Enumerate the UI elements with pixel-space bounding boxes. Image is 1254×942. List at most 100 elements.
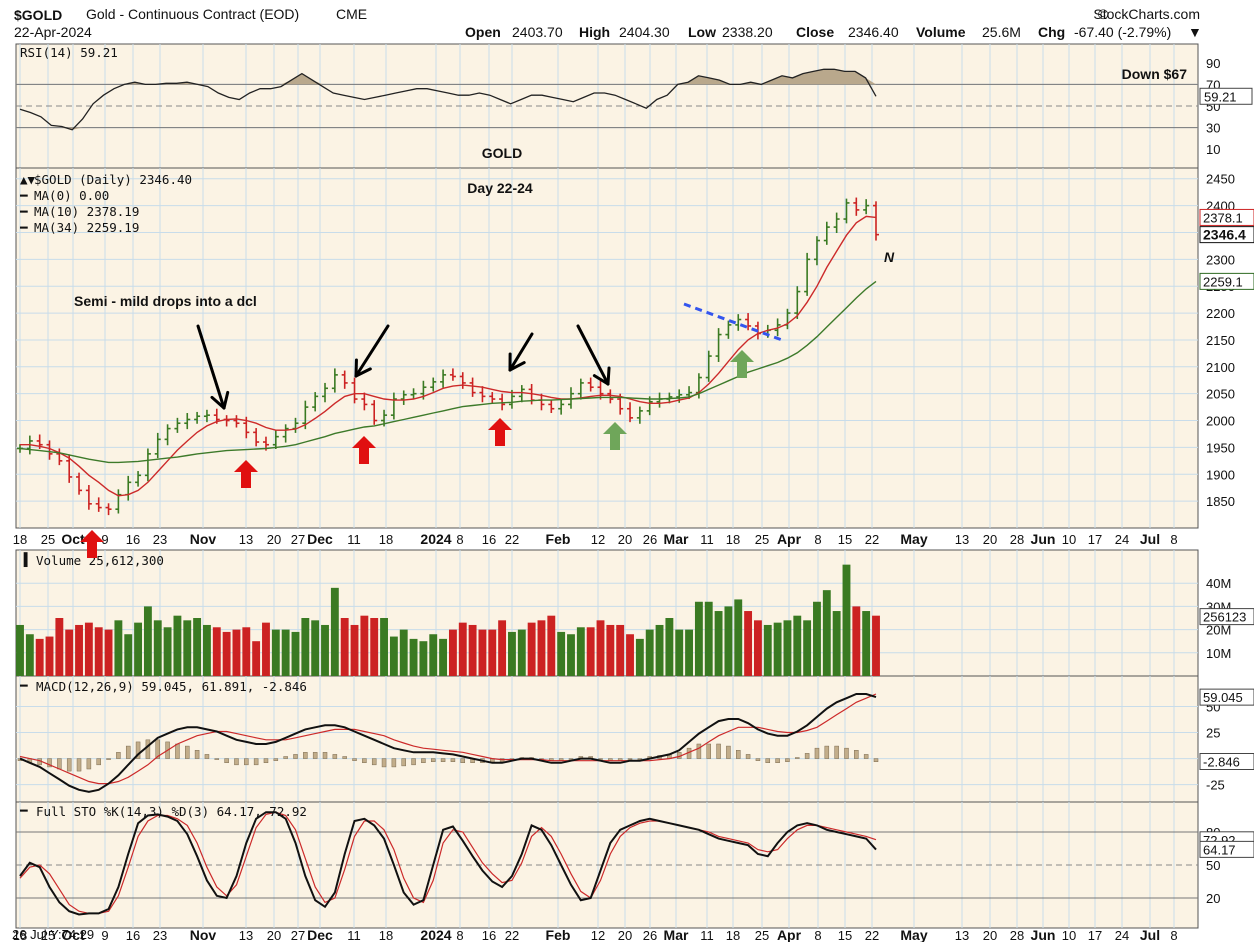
macd-panel [15, 675, 1199, 803]
x-tick-label: 8 [814, 928, 821, 942]
volume-bar [478, 629, 487, 676]
volume-bar [143, 606, 152, 676]
volume-bar [448, 629, 457, 676]
macd-histogram-bar [568, 758, 574, 760]
x-tick-label: Apr [777, 531, 802, 547]
macd-histogram-bar [716, 743, 721, 759]
annotation-arrow-nov-head [210, 395, 226, 410]
x-tick-label: 24 [1115, 532, 1129, 547]
x-tick-label: Oct [61, 531, 85, 547]
volume-bar [527, 622, 536, 676]
macd-histogram-bar [627, 758, 633, 760]
sto-title: Full STO %K(14,3) %D(3) 64.17, 72.92 [36, 804, 307, 819]
ma34-legend-swatch: ━ [19, 220, 28, 235]
instrument-name: Gold - Continuous Contract (EOD) [86, 6, 299, 22]
exchange: CME [336, 6, 367, 22]
volume-bar [291, 631, 300, 676]
macd-histogram-bar [726, 745, 731, 759]
volume-bar [822, 590, 831, 676]
annotation-up-arrow-red [352, 436, 376, 464]
macd-histogram-bar [804, 753, 810, 759]
price-current-box [1199, 226, 1254, 244]
macd-histogram-bar [765, 758, 771, 763]
volume-bar [340, 618, 349, 676]
macd-histogram-bar [106, 758, 111, 760]
annotation-up-arrow-red [488, 418, 512, 446]
x-tick-label: 25 [41, 532, 55, 547]
volume-bar [281, 629, 290, 676]
volume-bar [773, 622, 782, 676]
price-y-tick: 2000 [1206, 414, 1235, 429]
sto-k-current-box [1199, 840, 1254, 858]
volume-bar [104, 629, 113, 676]
macd-histogram-bar [352, 758, 357, 761]
macd-histogram-bar [814, 747, 820, 759]
volume-bar [753, 620, 762, 676]
price-current-label: 2346.4 [1203, 227, 1246, 243]
x-tick-label: 13 [955, 532, 969, 547]
volume-bar [311, 620, 320, 676]
macd-histogram-bar [637, 758, 643, 760]
volume-bar [655, 624, 664, 676]
x-tick-label: 20 [267, 928, 281, 942]
ma10-legend-swatch: ━ [19, 204, 28, 219]
rsi-overbought-fill [20, 69, 876, 85]
volume-bar [763, 624, 772, 676]
macd-histogram-bar [224, 758, 229, 763]
macd-histogram-bar [391, 758, 397, 768]
annotation-arrow-dec [354, 324, 390, 378]
volume-current-box [1199, 608, 1254, 626]
macd-histogram-bar [293, 754, 298, 759]
price-panel [15, 167, 1199, 529]
x-tick-label: 10 [1062, 928, 1076, 942]
annotation-scribble: N [884, 249, 895, 265]
volume-bar [429, 634, 438, 676]
price-y-tick: 2200 [1206, 306, 1235, 321]
annotation-arrow-nov-head [222, 390, 230, 410]
macd-histogram-bar [775, 758, 780, 763]
annotation-gold-title: GOLD [482, 145, 522, 161]
x-tick-label: Nov [190, 531, 217, 547]
annotation-day-range: Day 22-24 [467, 180, 533, 196]
volume-bar [803, 620, 812, 676]
macd-histogram-bar [381, 758, 387, 768]
annotation-arrow-nov [196, 324, 226, 410]
volume-bar [862, 611, 871, 676]
x-tick-label: 23 [153, 928, 167, 942]
annotation-up-arrow-green [603, 422, 627, 450]
annotation-arrow-jan-head [508, 361, 526, 372]
volume-bar [704, 601, 713, 676]
macd-histogram-bar [96, 758, 101, 766]
macd-histogram-bar [598, 758, 603, 760]
chg-label: Chg [1038, 24, 1065, 40]
sto-legend-swatch: ━ [19, 803, 28, 818]
macd-histogram-bar [303, 752, 308, 759]
volume-bar [94, 627, 103, 676]
macd-histogram-bar [273, 758, 279, 761]
sto-k-current-label: 64.17 [1203, 842, 1236, 857]
volume-bar [439, 638, 448, 676]
volume-bar [252, 641, 261, 676]
macd-histogram-bar [76, 758, 82, 772]
macd-histogram-bar [745, 754, 751, 759]
bottom-note: 26 Jul Y:74.29 [12, 927, 94, 942]
ma34-label: MA(34) 2259.19 [34, 220, 139, 235]
x-tick-label: 15 [838, 928, 852, 942]
x-tick-label: 22 [865, 928, 879, 942]
x-tick-label: 16 [126, 928, 140, 942]
x-tick-label: 25 [755, 928, 769, 942]
x-tick-label: 18 [726, 928, 740, 942]
volume-bar [872, 615, 880, 676]
macd-histogram-bar [401, 758, 406, 767]
macd-histogram-bar [834, 745, 839, 759]
volume-bar [124, 634, 133, 676]
macd-histogram-bar [332, 754, 338, 759]
macd-histogram-bar [283, 756, 288, 759]
volume-bar [114, 620, 123, 676]
macd-histogram-bar [411, 758, 416, 766]
macd-histogram-bar [873, 758, 879, 762]
x-tick-label: 22 [505, 928, 519, 942]
x-tick-label: 20 [267, 532, 281, 547]
x-tick-label: 2024 [420, 927, 451, 942]
copyright-icon: © [1098, 6, 1109, 22]
